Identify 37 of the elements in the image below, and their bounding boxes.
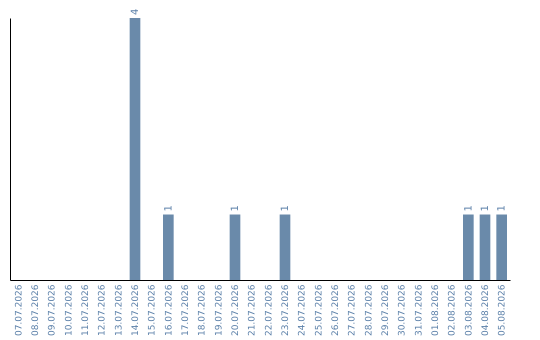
x-tick-label: 11.07.2026 bbox=[81, 284, 91, 336]
x-tick-label: 21.07.2026 bbox=[248, 284, 258, 336]
x-tick-label: 18.07.2026 bbox=[198, 284, 208, 336]
x-tick-label: 12.07.2026 bbox=[98, 284, 108, 336]
x-tick-label: 01.08.2026 bbox=[431, 284, 441, 336]
x-tick-label: 15.07.2026 bbox=[148, 284, 158, 336]
x-tick-label: 04.08.2026 bbox=[481, 284, 491, 336]
x-tick-label: 23.07.2026 bbox=[281, 284, 291, 336]
x-tick-label: 03.08.2026 bbox=[464, 284, 474, 336]
data-label: 1 bbox=[496, 205, 508, 212]
x-tick-label: 25.07.2026 bbox=[314, 284, 324, 336]
x-tick-label: 26.07.2026 bbox=[331, 284, 341, 336]
x-tick-label: 16.07.2026 bbox=[164, 284, 174, 336]
data-label: 1 bbox=[280, 205, 291, 212]
x-tick-label: 02.08.2026 bbox=[448, 284, 458, 336]
x-tick-label: 31.07.2026 bbox=[414, 284, 424, 336]
x-tick-label: 13.07.2026 bbox=[114, 284, 124, 336]
x-tick-label: 24.07.2026 bbox=[298, 284, 308, 336]
x-tick-label: 07.07.2026 bbox=[14, 284, 24, 336]
x-tick-label: 09.07.2026 bbox=[48, 284, 58, 336]
x-tick-label: 28.07.2026 bbox=[364, 284, 374, 336]
data-label: 1 bbox=[480, 205, 491, 212]
data-label: 1 bbox=[163, 205, 174, 212]
x-tick-label: 10.07.2026 bbox=[64, 284, 74, 336]
x-tick-label: 08.07.2026 bbox=[31, 284, 41, 336]
data-label: 1 bbox=[230, 205, 241, 212]
x-tick-label: 17.07.2026 bbox=[181, 284, 191, 336]
data-label: 1 bbox=[463, 205, 474, 212]
x-tick-label: 22.07.2026 bbox=[264, 284, 274, 336]
x-tick-label: 14.07.2026 bbox=[131, 284, 141, 336]
x-tick-label: 05.08.2026 bbox=[498, 284, 508, 336]
x-tick-label: 20.07.2026 bbox=[231, 284, 241, 336]
x-tick-label: 19.07.2026 bbox=[214, 284, 224, 336]
x-tick-label: 27.07.2026 bbox=[348, 284, 358, 336]
x-tick-label: 29.07.2026 bbox=[381, 284, 391, 336]
x-tick-label: 30.07.2026 bbox=[398, 284, 408, 336]
data-label: 4 bbox=[130, 8, 141, 15]
